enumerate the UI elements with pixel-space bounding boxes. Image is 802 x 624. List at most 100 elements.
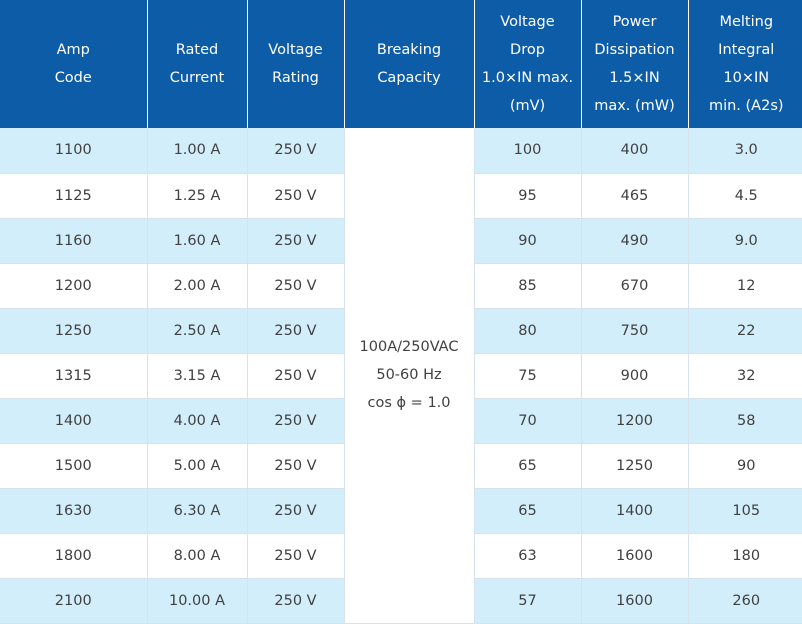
- voltage-rating-cell: 250 V: [247, 533, 345, 579]
- header-line: min. (A2s): [708, 98, 784, 114]
- rated-current-cell: 3.15 A: [147, 353, 248, 399]
- header-line: Code: [54, 70, 92, 86]
- table-row: 1200 2.00 A 250 V 85 670 12: [0, 263, 802, 309]
- rated-current-cell: 10.00 A: [147, 578, 248, 624]
- melting-integral-cell: 4.5: [688, 173, 802, 219]
- voltage-drop-cell: 100: [474, 128, 582, 174]
- table-row: 1100 1.00 A 250 V 100A/250VAC 50-60 Hz cos ϕ …: [0, 128, 802, 624]
- voltage-drop-header: Voltage Drop 1.0×IN max. (mV): [474, 0, 582, 128]
- voltage-drop-cell: 65: [474, 488, 582, 534]
- power-dissipation-cell: 670: [581, 263, 689, 309]
- amp-code-cell: 1250: [0, 308, 148, 354]
- melting-integral-cell: 260: [688, 578, 802, 624]
- amp-code-cell: 1160: [0, 218, 148, 264]
- melting-integral-cell: 32: [688, 353, 802, 399]
- voltage-rating-cell: 250 V: [247, 398, 345, 444]
- header-line: Current: [169, 70, 225, 86]
- header-line: Melting: [719, 14, 774, 30]
- melting-integral-cell: 12: [688, 263, 802, 309]
- voltage-rating-header: Voltage Rating: [247, 0, 345, 128]
- power-dissipation-cell: 1200: [581, 398, 689, 444]
- melting-integral-cell: 3.0: [688, 128, 802, 174]
- breaking-capacity-line: cos ϕ = 1.0: [367, 395, 451, 412]
- rated-current-cell: 2.50 A: [147, 308, 248, 354]
- rated-current-cell: 8.00 A: [147, 533, 248, 579]
- voltage-drop-cell: 80: [474, 308, 582, 354]
- power-dissipation-cell: 1400: [581, 488, 689, 534]
- amp-code-header: Amp Code: [0, 0, 148, 128]
- header-line: Voltage: [500, 14, 555, 30]
- power-dissipation-cell: 1600: [581, 533, 689, 579]
- voltage-drop-cell: 90: [474, 218, 582, 264]
- power-dissipation-header: Power Dissipation 1.5×IN max. (mW): [581, 0, 689, 128]
- table-row: 1250 2.50 A 250 V 80 750 22: [0, 308, 802, 354]
- header-row: Amp Code Rated Current Voltage Rating Breaking…: [0, 0, 802, 128]
- header-line: Rating: [272, 70, 319, 86]
- table-row: 1315 3.15 A 250 V 75 900 32: [0, 353, 802, 399]
- voltage-drop-cell: 57: [474, 578, 582, 624]
- power-dissipation-cell: 1600: [581, 578, 689, 624]
- amp-code-cell: 1800: [0, 533, 148, 579]
- header-line: max. (mW): [594, 98, 675, 114]
- breaking-capacity-line: 100A/250VAC: [359, 339, 459, 356]
- header-line: Voltage: [268, 42, 323, 58]
- power-dissipation-cell: 1250: [581, 443, 689, 489]
- table-row: 2100 10.00 A 250 V 57 1600 260: [0, 578, 802, 624]
- header-line: Integral: [718, 42, 775, 58]
- header-line: 1.0×IN max.: [481, 70, 574, 86]
- table-body: 1100 1.00 A 250 V 100A/250VAC 50-60 Hz cos ϕ …: [0, 128, 802, 624]
- table-row: 1500 5.00 A 250 V 65 1250 90: [0, 443, 802, 489]
- voltage-drop-cell: 85: [474, 263, 582, 309]
- header-line: Power: [612, 14, 657, 30]
- power-dissipation-cell: 750: [581, 308, 689, 354]
- amp-code-cell: 1100: [0, 128, 148, 174]
- voltage-rating-cell: 250 V: [247, 308, 345, 354]
- amp-code-cell: 1630: [0, 488, 148, 534]
- table-row: 1400 4.00 A 250 V 70 1200 58: [0, 398, 802, 444]
- voltage-rating-cell: 250 V: [247, 443, 345, 489]
- voltage-drop-cell: 63: [474, 533, 582, 579]
- melting-integral-cell: 90: [688, 443, 802, 489]
- voltage-drop-cell: 95: [474, 173, 582, 219]
- rated-current-header: Rated Current: [147, 0, 248, 128]
- power-dissipation-cell: 900: [581, 353, 689, 399]
- power-dissipation-cell: 490: [581, 218, 689, 264]
- header-line: Amp: [56, 42, 90, 58]
- header-line: (mV): [509, 98, 546, 114]
- voltage-rating-cell: 250 V: [247, 173, 345, 219]
- header-line: Breaking: [376, 42, 442, 58]
- amp-code-cell: 1125: [0, 173, 148, 219]
- table-row: 1160 1.60 A 250 V 90 490 9.0: [0, 218, 802, 264]
- rated-current-cell: 1.00 A: [147, 128, 248, 174]
- amp-code-cell: 1200: [0, 263, 148, 309]
- header-line: Rated: [175, 42, 219, 58]
- voltage-rating-cell: 250 V: [247, 488, 345, 534]
- voltage-drop-cell: 65: [474, 443, 582, 489]
- melting-integral-cell: 22: [688, 308, 802, 354]
- melting-integral-cell: 105: [688, 488, 802, 534]
- rated-current-cell: 5.00 A: [147, 443, 248, 489]
- rated-current-cell: 2.00 A: [147, 263, 248, 309]
- header-line: 10×IN: [723, 70, 770, 86]
- table-row: 1630 6.30 A 250 V 65 1400 105: [0, 488, 802, 534]
- voltage-rating-cell: 250 V: [247, 218, 345, 264]
- table-header: Amp Code Rated Current Voltage Rating Breaking…: [0, 0, 802, 128]
- table-row: 1800 8.00 A 250 V 63 1600 180: [0, 533, 802, 579]
- melting-integral-cell: 58: [688, 398, 802, 444]
- amp-code-cell: 1315: [0, 353, 148, 399]
- voltage-rating-cell: 250 V: [247, 263, 345, 309]
- rated-current-cell: 1.25 A: [147, 173, 248, 219]
- table-row: 1125 1.25 A 250 V 95 465 4.5: [0, 173, 802, 219]
- melting-integral-cell: 9.0: [688, 218, 802, 264]
- breaking-capacity-cell: 100A/250VAC 50-60 Hz cos ϕ = 1.0: [344, 128, 475, 624]
- power-dissipation-cell: 465: [581, 173, 689, 219]
- melting-integral-cell: 180: [688, 533, 802, 579]
- header-line: 1.5×IN: [609, 70, 660, 86]
- amp-code-cell: 2100: [0, 578, 148, 624]
- voltage-rating-cell: 250 V: [247, 578, 345, 624]
- voltage-drop-cell: 75: [474, 353, 582, 399]
- rated-current-cell: 4.00 A: [147, 398, 248, 444]
- voltage-rating-cell: 250 V: [247, 128, 345, 174]
- power-dissipation-cell: 400: [581, 128, 689, 174]
